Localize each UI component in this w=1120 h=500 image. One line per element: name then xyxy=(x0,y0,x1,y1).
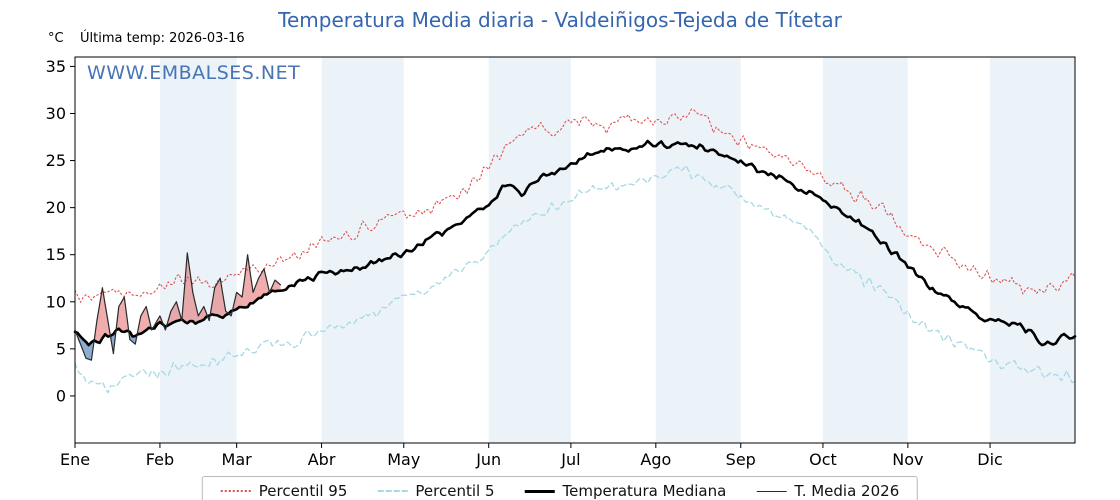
svg-text:0: 0 xyxy=(56,386,66,405)
svg-text:35: 35 xyxy=(46,57,66,76)
svg-text:May: May xyxy=(387,450,420,469)
percentil-5-line-sample-icon xyxy=(377,490,408,492)
legend-item-percentil-5: Percentil 5 xyxy=(377,482,494,500)
legend-label-temperatura-mediana: Temperatura Mediana xyxy=(562,482,727,500)
svg-text:Ago: Ago xyxy=(640,450,671,469)
legend-label-percentil-95: Percentil 95 xyxy=(258,482,348,500)
svg-text:25: 25 xyxy=(46,151,66,170)
svg-text:20: 20 xyxy=(46,198,66,217)
svg-text:15: 15 xyxy=(46,245,66,264)
y-axis-unit-label: °C xyxy=(48,31,64,46)
watermark-text: WWW.EMBALSES.NET xyxy=(87,62,301,84)
svg-text:Feb: Feb xyxy=(146,450,174,469)
legend-label-t-media-2026: T. Media 2026 xyxy=(794,482,900,500)
legend-item-percentil-95: Percentil 95 xyxy=(220,482,348,500)
legend-item-temperatura-mediana: Temperatura Mediana xyxy=(524,482,726,500)
svg-text:10: 10 xyxy=(46,292,66,311)
mediana-line-sample-icon xyxy=(524,489,555,493)
svg-text:Sep: Sep xyxy=(726,450,756,469)
legend-label-percentil-5: Percentil 5 xyxy=(415,482,495,500)
svg-text:Dic: Dic xyxy=(977,450,1003,469)
svg-text:Abr: Abr xyxy=(308,450,336,469)
t-media-2026-line-sample-icon xyxy=(756,490,787,492)
svg-text:Jun: Jun xyxy=(475,450,501,469)
svg-text:Mar: Mar xyxy=(222,450,253,469)
svg-text:Nov: Nov xyxy=(892,450,923,469)
svg-text:30: 30 xyxy=(46,104,66,123)
svg-text:Ene: Ene xyxy=(60,450,90,469)
legend-item-t-media-2026: T. Media 2026 xyxy=(756,482,899,500)
svg-text:Oct: Oct xyxy=(809,450,837,469)
legend: Percentil 95 Percentil 5 Temperatura Med… xyxy=(201,476,919,500)
svg-text:5: 5 xyxy=(56,339,66,358)
percentil-95-line-sample-icon xyxy=(220,490,251,492)
last-temp-label: Última temp: 2026-03-16 xyxy=(80,31,245,46)
svg-text:Jul: Jul xyxy=(560,450,580,469)
chart-title: Temperatura Media diaria - Valdeiñigos-T… xyxy=(278,8,842,32)
